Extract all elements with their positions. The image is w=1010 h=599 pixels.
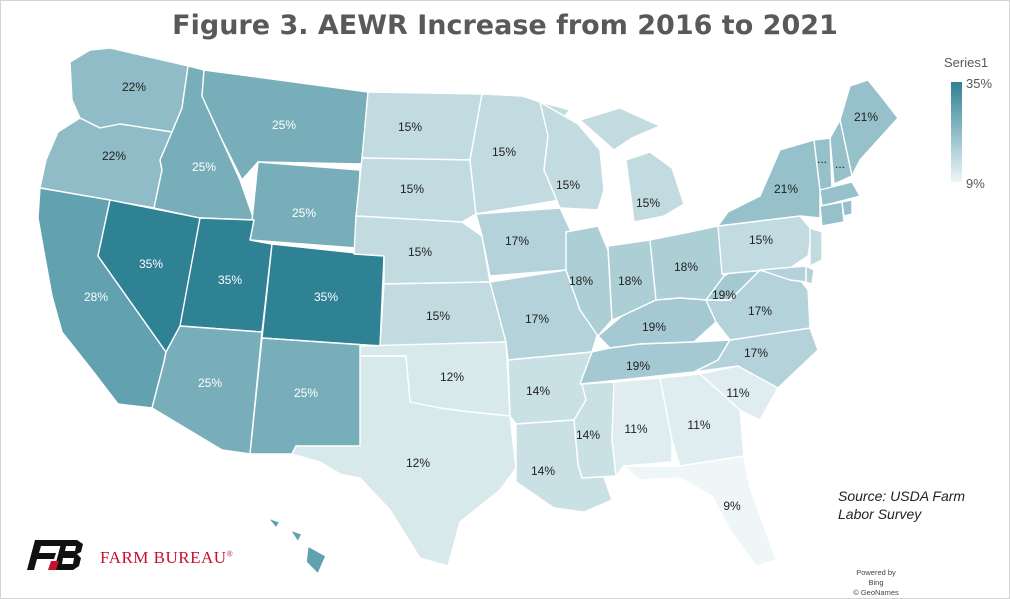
- state-label-tx: 12%: [406, 456, 430, 470]
- state-label-tn: 19%: [626, 359, 650, 373]
- state-label-id: 25%: [192, 160, 216, 174]
- legend-title: Series1: [944, 55, 989, 70]
- state-label-wi: 15%: [556, 178, 580, 192]
- farm-bureau-wordmark: FARM BUREAU®: [100, 548, 234, 567]
- legend-max-label: 35%: [966, 76, 993, 91]
- state-label-nm: 25%: [294, 386, 318, 400]
- state-label-ny: 21%: [774, 182, 798, 196]
- state-label-va: 17%: [748, 304, 772, 318]
- state-label-la: 14%: [531, 464, 555, 478]
- state-nh[interactable]: [829, 119, 853, 185]
- state-label-sc: 11%: [726, 386, 749, 400]
- geonames-text: © GeoNames: [853, 588, 899, 597]
- attribution: Powered by Bing © GeoNames: [852, 568, 900, 598]
- state-label-al: 11%: [624, 422, 647, 436]
- state-ma[interactable]: [819, 181, 861, 207]
- state-label-me: 21%: [854, 110, 878, 124]
- state-label-co: 35%: [314, 290, 338, 304]
- state-de[interactable]: [805, 265, 815, 285]
- state-hi[interactable]: [267, 517, 327, 575]
- state-label-ok: 12%: [440, 370, 464, 384]
- state-fl[interactable]: [623, 455, 777, 567]
- state-ct[interactable]: [819, 201, 845, 227]
- source-note: Source: USDA Farm Labor Survey: [838, 488, 966, 522]
- state-label-ky: 19%: [642, 320, 666, 334]
- state-label-or: 22%: [102, 149, 126, 163]
- state-label-nd: 15%: [398, 120, 422, 134]
- state-label-oh: 18%: [674, 260, 698, 274]
- state-label-az: 25%: [198, 376, 222, 390]
- state-label-ar: 14%: [526, 384, 550, 398]
- state-tx[interactable]: [291, 355, 517, 567]
- state-label-wv: 19%: [712, 288, 736, 302]
- state-label-nv: 35%: [139, 257, 163, 271]
- state-label-nc: 17%: [744, 346, 768, 360]
- state-label-vt: ...: [817, 152, 827, 166]
- farm-bureau-logo: [27, 540, 83, 570]
- state-label-mo: 17%: [525, 312, 549, 326]
- legend-min-label: 9%: [966, 176, 985, 191]
- state-ny[interactable]: [717, 139, 821, 227]
- state-az[interactable]: [151, 325, 263, 455]
- powered-by-text: Powered by Bing: [856, 568, 896, 587]
- state-label-mt: 25%: [272, 118, 296, 132]
- state-wy[interactable]: [249, 161, 361, 249]
- state-label-ks: 15%: [426, 309, 450, 323]
- state-md[interactable]: [759, 265, 807, 283]
- state-label-fl: 9%: [723, 499, 741, 513]
- state-label-wy: 25%: [292, 206, 316, 220]
- state-label-in: 18%: [618, 274, 642, 288]
- state-label-ms: 14%: [576, 428, 600, 442]
- state-sd[interactable]: [355, 157, 477, 223]
- state-label-ut: 35%: [218, 273, 242, 287]
- state-label-mn: 15%: [492, 145, 516, 159]
- state-mi[interactable]: [579, 107, 685, 223]
- state-label-ca: 28%: [84, 290, 108, 304]
- state-label-ia: 17%: [505, 234, 529, 248]
- state-label-nh: ...: [835, 157, 845, 171]
- legend-color-scale: [951, 82, 962, 182]
- state-nj[interactable]: [809, 227, 823, 267]
- state-wi[interactable]: [539, 101, 605, 211]
- state-label-wa: 22%: [122, 80, 146, 94]
- state-me[interactable]: [839, 79, 899, 177]
- state-label-pa: 15%: [749, 233, 773, 247]
- state-label-sd: 15%: [400, 182, 424, 196]
- state-label-mi: 15%: [636, 196, 660, 210]
- state-label-ga: 11%: [687, 418, 710, 432]
- state-label-il: 18%: [569, 274, 593, 288]
- state-ri[interactable]: [841, 199, 853, 217]
- state-nc[interactable]: [693, 327, 819, 389]
- state-il[interactable]: [565, 225, 613, 337]
- map-title: Figure 3. AEWR Increase from 2016 to 202…: [172, 10, 838, 41]
- state-label-ne: 15%: [408, 245, 432, 259]
